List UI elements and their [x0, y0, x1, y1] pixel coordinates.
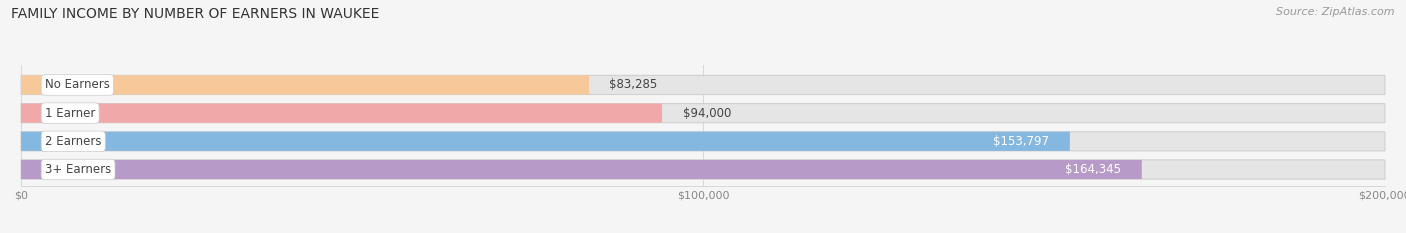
FancyBboxPatch shape	[21, 132, 1385, 151]
Text: 2 Earners: 2 Earners	[45, 135, 101, 148]
Text: 3+ Earners: 3+ Earners	[45, 163, 111, 176]
Text: $83,285: $83,285	[609, 79, 658, 92]
FancyBboxPatch shape	[21, 132, 1070, 151]
FancyBboxPatch shape	[21, 75, 589, 95]
FancyBboxPatch shape	[21, 103, 1385, 123]
Text: Source: ZipAtlas.com: Source: ZipAtlas.com	[1277, 7, 1395, 17]
Text: No Earners: No Earners	[45, 79, 110, 92]
Text: 1 Earner: 1 Earner	[45, 107, 96, 120]
FancyBboxPatch shape	[21, 103, 662, 123]
Text: $153,797: $153,797	[994, 135, 1049, 148]
Text: $164,345: $164,345	[1066, 163, 1122, 176]
FancyBboxPatch shape	[21, 160, 1385, 179]
FancyBboxPatch shape	[21, 75, 1385, 95]
Text: $94,000: $94,000	[682, 107, 731, 120]
FancyBboxPatch shape	[21, 160, 1142, 179]
Text: FAMILY INCOME BY NUMBER OF EARNERS IN WAUKEE: FAMILY INCOME BY NUMBER OF EARNERS IN WA…	[11, 7, 380, 21]
